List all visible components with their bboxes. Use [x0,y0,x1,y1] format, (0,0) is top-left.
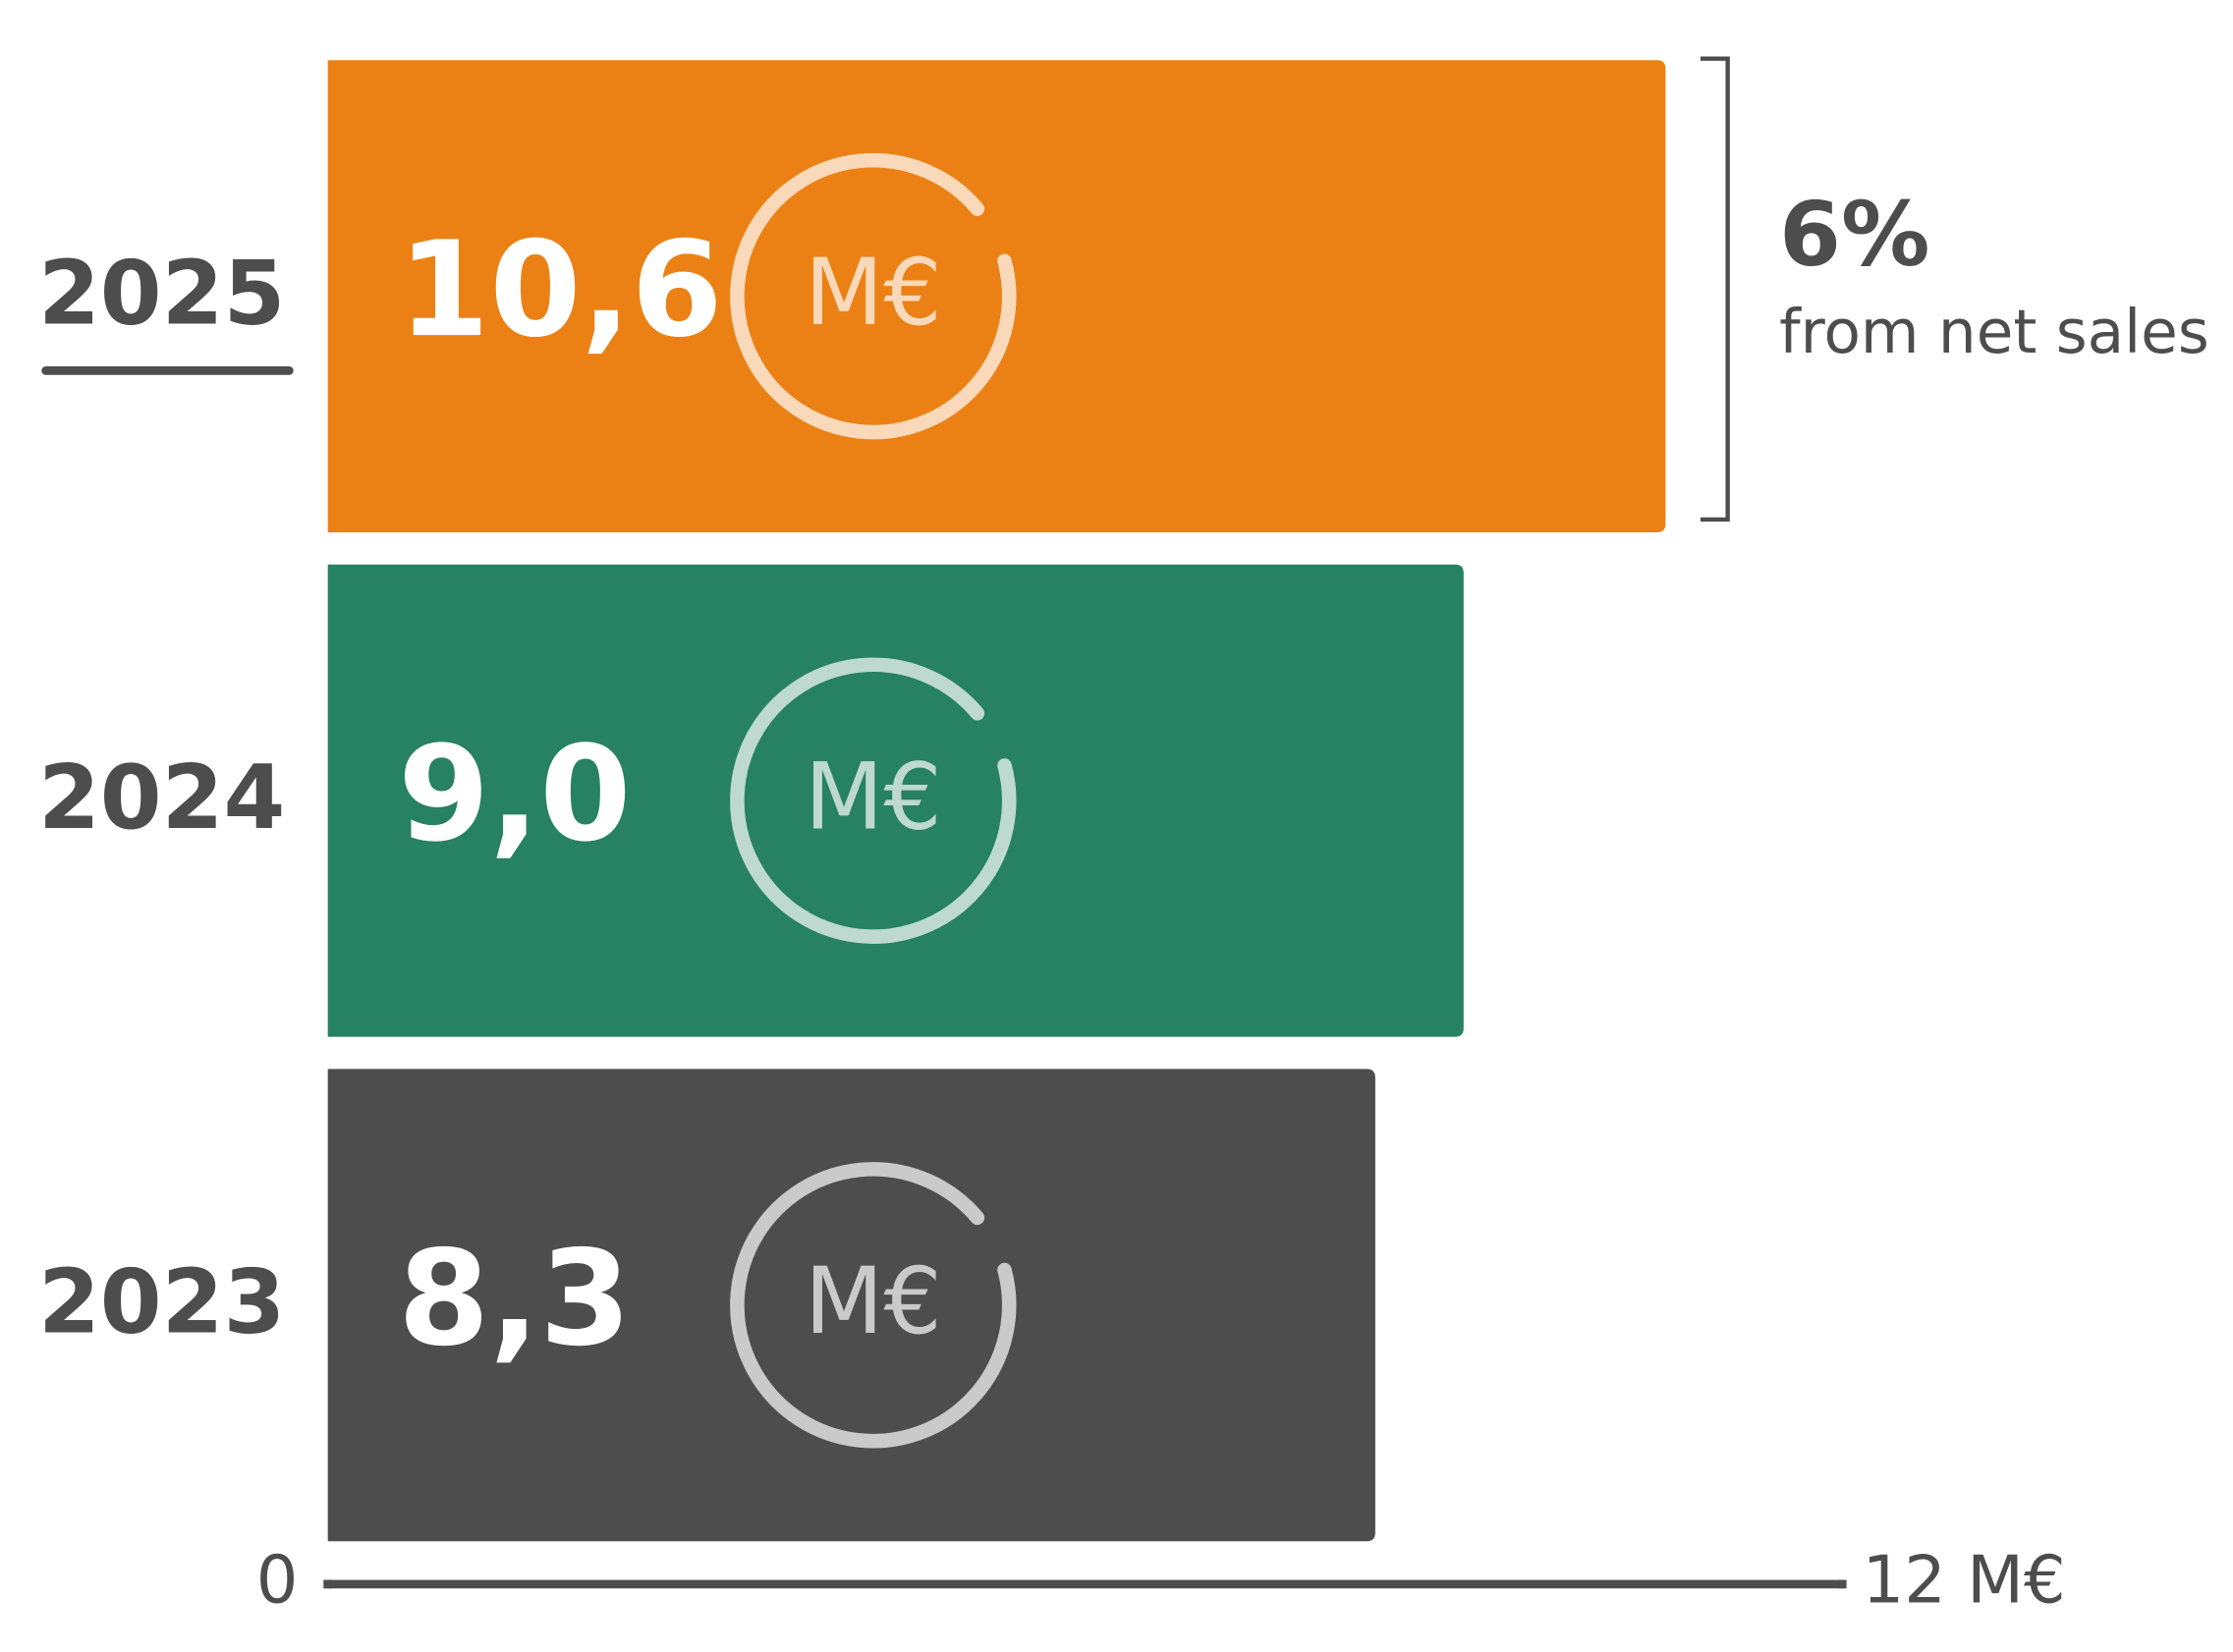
annotation-value: 6% [1779,184,1929,287]
bar [327,564,1464,1037]
annotation-text: from net sales [1779,298,2209,367]
unit-icon-text: M€ [805,239,942,346]
value-label: 10,6 [398,213,723,366]
category-label: 2024 [38,746,285,850]
category-label: 2025 [38,242,285,345]
bar [327,60,1666,533]
unit-icon-text: M€ [805,1247,942,1354]
unit-icon-ring [730,657,1017,944]
unit-icon-ring [730,1162,1017,1449]
category-label: 2023 [38,1251,285,1354]
value-label: 9,0 [398,718,631,871]
bracket [1700,56,1730,523]
unit-icon-text: M€ [805,743,942,851]
value-label: 8,3 [398,1222,631,1375]
x-tick-label: 0 [256,1541,299,1618]
x-tick-label: 12 M€ [1863,1541,2066,1618]
bar [327,1069,1375,1542]
unit-icon-ring [730,152,1017,440]
